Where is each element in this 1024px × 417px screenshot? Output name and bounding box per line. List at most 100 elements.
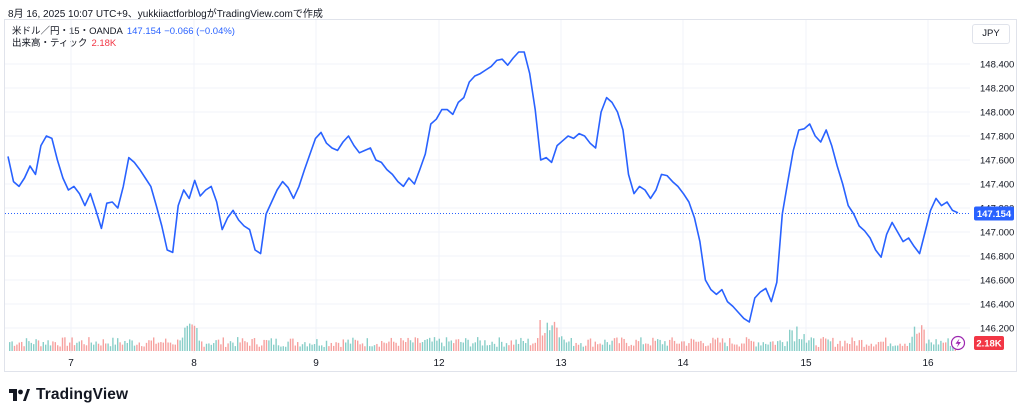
volume-bar xyxy=(940,340,942,351)
symbol-title[interactable]: 米ドル／円・15・OANDA xyxy=(12,26,123,37)
price-change: −0.066 (−0.04%) xyxy=(164,26,235,37)
volume-bar xyxy=(779,340,781,351)
volume-bar xyxy=(517,343,520,351)
volume-bar xyxy=(681,341,683,351)
volume-bar xyxy=(93,344,95,351)
volume-bar xyxy=(585,345,587,351)
volume-bar xyxy=(76,342,78,351)
volume-bar xyxy=(587,339,589,351)
volume-bar xyxy=(791,330,793,351)
volume-bar xyxy=(844,340,846,351)
volume-bar xyxy=(90,342,92,351)
volume-bar xyxy=(525,343,527,351)
volume-bar xyxy=(462,342,464,351)
volume-bar xyxy=(690,338,692,351)
volume-value: 2.18K xyxy=(91,38,117,49)
volume-bar xyxy=(424,339,426,351)
volume-bar xyxy=(839,340,841,351)
volume-bar xyxy=(385,343,388,351)
volume-bar xyxy=(23,346,25,351)
volume-bar xyxy=(937,344,940,351)
volume-bar xyxy=(265,340,268,351)
volume-bar xyxy=(707,345,709,351)
volume-bar xyxy=(277,345,280,351)
volume-bar xyxy=(803,334,805,351)
volume-bar xyxy=(606,342,608,351)
volume-bar xyxy=(35,339,37,351)
volume-bar xyxy=(477,337,479,351)
volume-bar xyxy=(193,325,196,351)
volume-bar xyxy=(909,342,911,351)
volume-bar xyxy=(918,332,920,351)
volume-bar xyxy=(330,342,332,351)
volume-bar xyxy=(599,343,601,351)
volume-bar xyxy=(453,343,455,351)
volume-bar xyxy=(167,342,169,351)
volume-bar xyxy=(676,343,678,351)
volume-bar xyxy=(719,342,721,351)
volume-bar xyxy=(16,344,18,351)
volume-bar xyxy=(225,346,227,351)
volume-bar xyxy=(328,346,330,351)
volume-bar xyxy=(417,338,419,351)
volume-bar xyxy=(801,339,803,351)
x-tick-label: 15 xyxy=(800,358,812,369)
volume-bar xyxy=(73,345,76,351)
volume-bar xyxy=(124,340,126,351)
volume-bar xyxy=(297,342,299,351)
x-tick-label: 14 xyxy=(677,358,689,369)
volume-bar xyxy=(621,337,623,351)
volume-bar xyxy=(853,341,856,351)
volume-bar xyxy=(834,346,836,351)
price-tick-label: 146.800 xyxy=(980,252,1014,263)
volume-bar xyxy=(863,346,865,351)
volume-bar xyxy=(508,345,510,351)
price-tick-label: 147.600 xyxy=(980,156,1014,167)
volume-bar xyxy=(798,339,800,351)
volume-bar xyxy=(145,342,148,351)
volume-bar xyxy=(582,346,584,351)
volume-bar xyxy=(796,326,798,351)
volume-bar xyxy=(409,340,412,351)
volume-bar xyxy=(945,342,947,351)
volume-bar xyxy=(789,329,791,351)
volume-bar xyxy=(709,343,712,351)
lightning-glyph xyxy=(955,338,961,348)
volume-bar xyxy=(645,343,647,351)
volume-bar xyxy=(30,342,32,351)
price-tick-label: 147.800 xyxy=(980,132,1014,143)
volume-indicator-label[interactable]: 出来高・ティック xyxy=(12,38,88,49)
volume-bar xyxy=(191,324,193,351)
volume-bar xyxy=(748,338,750,351)
volume-bar xyxy=(177,339,179,351)
volume-bar xyxy=(793,341,796,351)
tradingview-brand[interactable]: TradingView xyxy=(8,386,128,404)
volume-bar xyxy=(66,345,68,351)
tradingview-wordmark: TradingView xyxy=(36,386,129,403)
volume-bar xyxy=(880,341,882,351)
volume-bar xyxy=(568,341,570,351)
volume-bar xyxy=(553,321,556,351)
price-tick-label: 146.400 xyxy=(980,300,1014,311)
volume-bar xyxy=(244,341,246,351)
volume-bar xyxy=(532,343,534,351)
volume-bar xyxy=(445,337,448,351)
x-tick-label: 7 xyxy=(68,358,74,369)
volume-bar xyxy=(162,342,164,351)
volume-bar xyxy=(755,346,757,351)
currency-button[interactable]: JPY xyxy=(972,24,1010,44)
volume-bar xyxy=(875,344,877,351)
volume-bar xyxy=(201,341,203,351)
volume-bar xyxy=(205,343,208,351)
volume-bar xyxy=(426,339,428,351)
volume-bar xyxy=(774,344,776,351)
volume-bar xyxy=(186,325,188,351)
volume-bar xyxy=(220,344,222,351)
volume-bar xyxy=(678,343,680,351)
volume-bar xyxy=(474,342,476,351)
volume-bar xyxy=(767,344,769,351)
volume-bar xyxy=(635,339,637,351)
volume-bar xyxy=(556,327,558,351)
volume-bar xyxy=(349,343,352,351)
